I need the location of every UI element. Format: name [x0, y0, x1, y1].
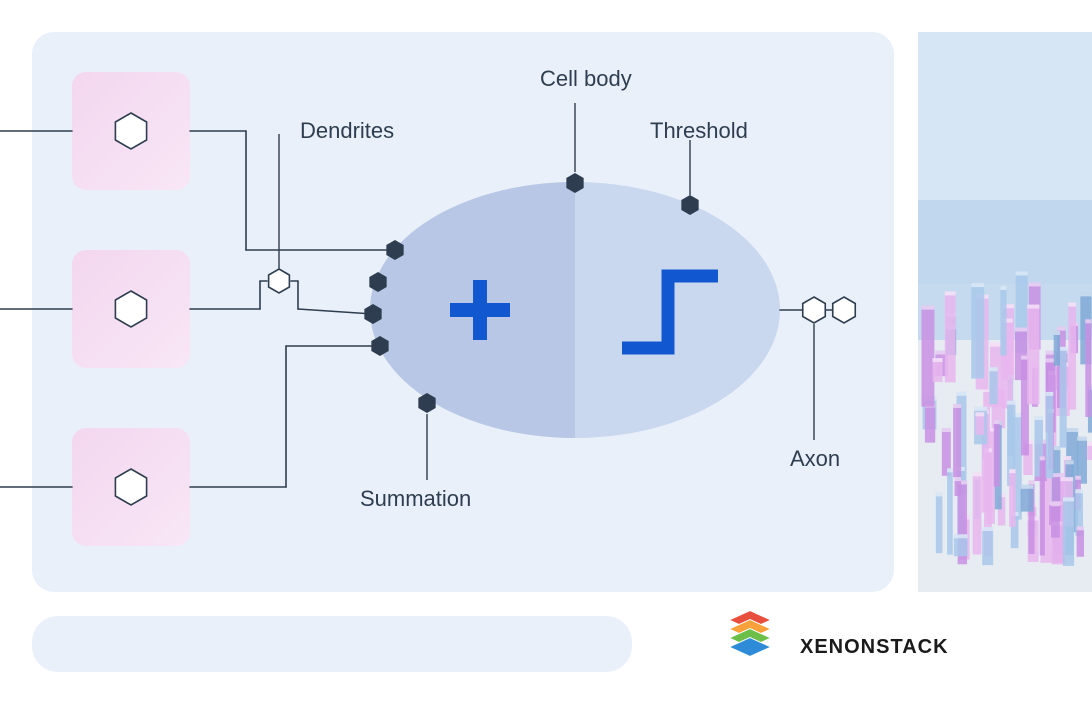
plus-icon	[473, 280, 487, 340]
brand-name: XENONSTACK	[800, 636, 949, 659]
side-image	[918, 32, 1092, 592]
hex-icon	[803, 297, 826, 323]
label-axon: Axon	[790, 446, 840, 472]
label-summation: Summation	[360, 486, 471, 512]
hex-icon	[833, 297, 856, 323]
hex-icon	[115, 469, 146, 505]
label-cell-body: Cell body	[540, 66, 632, 92]
hex-icon	[269, 269, 290, 293]
brand-logo	[729, 611, 771, 657]
label-threshold: Threshold	[650, 118, 748, 144]
hex-icon	[115, 113, 146, 149]
diagram-stage: Dendrites Cell body Threshold Summation …	[0, 0, 1092, 708]
label-dendrites: Dendrites	[300, 118, 394, 144]
diagram-svg	[0, 0, 1092, 708]
hex-icon	[115, 291, 146, 327]
